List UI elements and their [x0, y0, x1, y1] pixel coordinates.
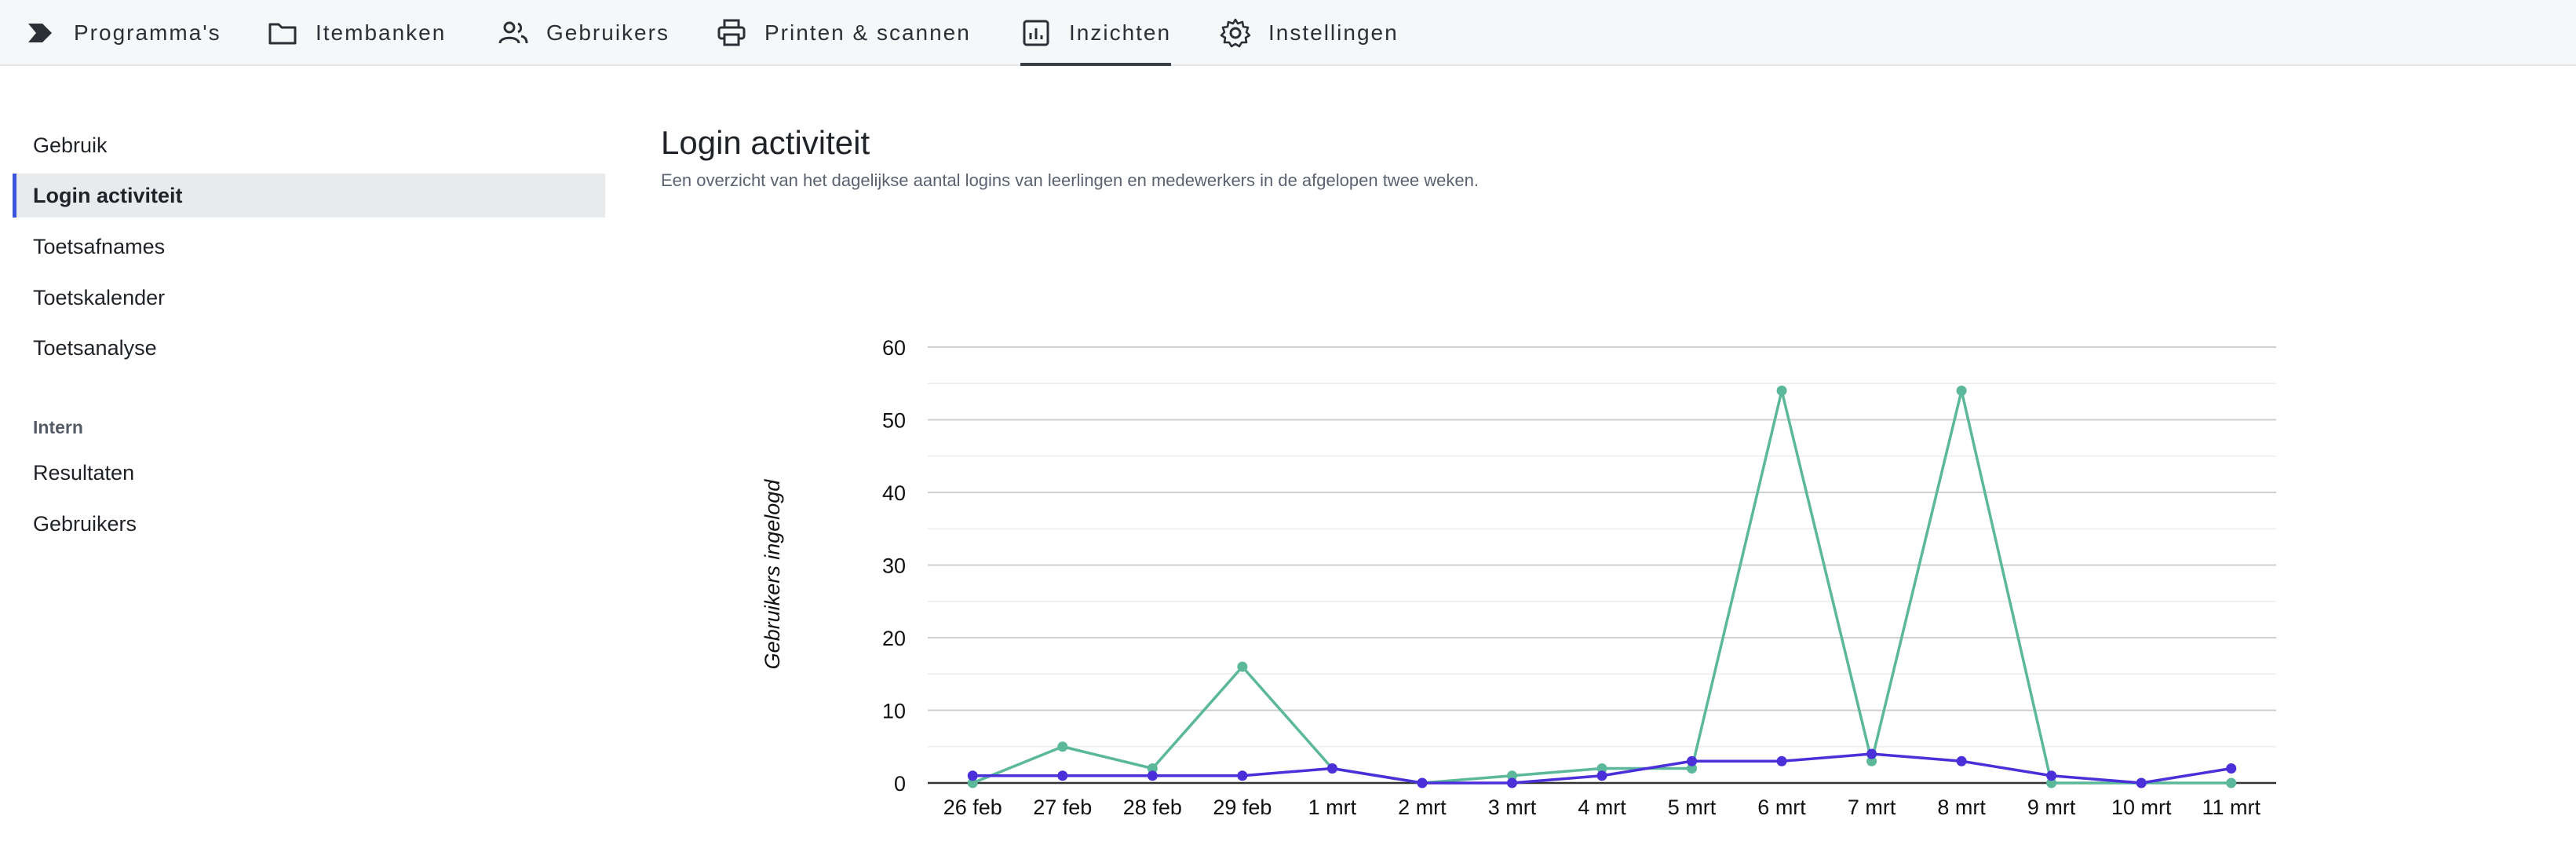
x-tick-label: 2 mrt	[1398, 796, 1447, 819]
data-point	[2136, 777, 2147, 788]
data-point	[1237, 661, 1248, 672]
nav-programmas[interactable]: Programma's	[25, 0, 221, 66]
sidebar-item-label: Toetsafnames	[33, 234, 166, 258]
data-point	[1147, 770, 1158, 781]
data-point	[967, 770, 978, 781]
page-description: Een overzicht van het dagelijkse aantal …	[661, 170, 1479, 190]
sidebar-item-gebruikers[interactable]: Gebruikers	[13, 502, 605, 546]
nav-inzichten[interactable]: Inzichten	[1020, 0, 1172, 66]
gear-icon	[1220, 18, 1251, 48]
y-axis-label: Gebruikers ingelogd	[761, 479, 784, 670]
series-line	[972, 389, 2231, 785]
nav-label: Instellingen	[1268, 20, 1399, 45]
data-point	[1956, 386, 1967, 396]
data-point	[1506, 770, 1517, 781]
data-point	[1057, 770, 1068, 781]
x-tick-label: 29 feb	[1213, 796, 1272, 819]
x-tick-label: 10 mrt	[2111, 796, 2172, 819]
y-tick-label: 0	[894, 772, 906, 796]
printer-icon	[717, 19, 746, 46]
data-point	[1237, 770, 1248, 781]
y-tick-label: 40	[882, 481, 906, 505]
data-point	[2046, 777, 2057, 788]
y-tick-label: 30	[882, 554, 906, 578]
y-tick-label: 20	[882, 627, 906, 650]
data-point	[1866, 748, 1877, 759]
data-point	[2226, 777, 2237, 788]
x-tick-label: 7 mrt	[1848, 796, 1896, 819]
page-title: Login activiteit	[661, 124, 870, 161]
data-point	[1417, 777, 1428, 788]
nav-label: Inzichten	[1069, 20, 1172, 45]
x-tick-label: 5 mrt	[1668, 796, 1717, 819]
folder-icon	[268, 23, 297, 45]
nav-label: Printen & scannen	[764, 20, 971, 45]
x-tick-label: 6 mrt	[1757, 796, 1806, 819]
bar-chart-icon	[1023, 20, 1049, 46]
x-tick-label: 1 mrt	[1308, 796, 1357, 819]
sidebar-item-label: Toetskalender	[33, 285, 166, 309]
data-point	[1687, 763, 1698, 774]
sidebar-item-toetskalender[interactable]: Toetskalender	[13, 276, 605, 320]
y-tick-label: 50	[882, 409, 906, 433]
data-point	[1147, 763, 1158, 774]
nav-itembanken[interactable]: Itembanken	[267, 0, 446, 66]
sidebar-item-gebruik[interactable]: Gebruik	[13, 123, 605, 167]
data-point	[1596, 763, 1607, 774]
sidebar-item-toetsafnames[interactable]: Toetsafnames	[13, 225, 605, 269]
data-point	[1776, 386, 1787, 396]
data-point	[1596, 770, 1607, 781]
data-point	[1687, 755, 1698, 766]
x-tick-label: 11 mrt	[2202, 796, 2260, 819]
data-point	[1866, 755, 1877, 766]
top-navigation: Programma's Itembanken Gebruikers Printe…	[0, 0, 2576, 66]
data-point	[2226, 763, 2237, 774]
x-tick-label: 4 mrt	[1578, 796, 1626, 819]
data-point	[967, 777, 978, 788]
nav-gebruikers[interactable]: Gebruikers	[498, 0, 670, 66]
x-tick-label: 28 feb	[1123, 796, 1182, 819]
sidebar-item-label: Toetsanalyse	[33, 335, 157, 360]
data-point	[1956, 755, 1967, 766]
y-tick-label: 10	[882, 700, 906, 723]
data-point	[2046, 770, 2057, 781]
x-tick-label: 8 mrt	[1937, 796, 1986, 819]
x-tick-label: 9 mrt	[2027, 796, 2076, 819]
nav-instellingen[interactable]: Instellingen	[1220, 0, 1399, 66]
sidebar-item-resultaten[interactable]: Resultaten	[13, 451, 605, 495]
data-point	[1326, 763, 1337, 774]
x-tick-label: 26 feb	[943, 796, 1002, 819]
nav-label: Itembanken	[316, 20, 447, 45]
sidebar-item-login-activiteit[interactable]: Login activiteit	[13, 174, 605, 218]
sidebar-item-label: Resultaten	[33, 460, 135, 485]
data-point	[1776, 755, 1787, 766]
x-tick-label: 3 mrt	[1488, 796, 1537, 819]
data-point	[1057, 741, 1068, 752]
sidebar-item-label: Gebruik	[33, 133, 108, 157]
users-icon	[498, 21, 528, 44]
chevron-tag-icon	[28, 24, 52, 42]
nav-label: Programma's	[74, 20, 221, 45]
data-point	[1506, 777, 1517, 788]
sidebar-section-heading: Intern	[33, 417, 83, 437]
x-tick-label: 27 feb	[1033, 796, 1092, 819]
sidebar-item-label: Login activiteit	[33, 183, 183, 207]
sidebar-item-toetsanalyse[interactable]: Toetsanalyse	[13, 326, 605, 370]
nav-printen-scannen[interactable]: Printen & scannen	[716, 0, 971, 66]
nav-label: Gebruikers	[546, 20, 670, 45]
sidebar-item-label: Gebruikers	[33, 511, 137, 536]
y-tick-label: 60	[882, 336, 906, 360]
